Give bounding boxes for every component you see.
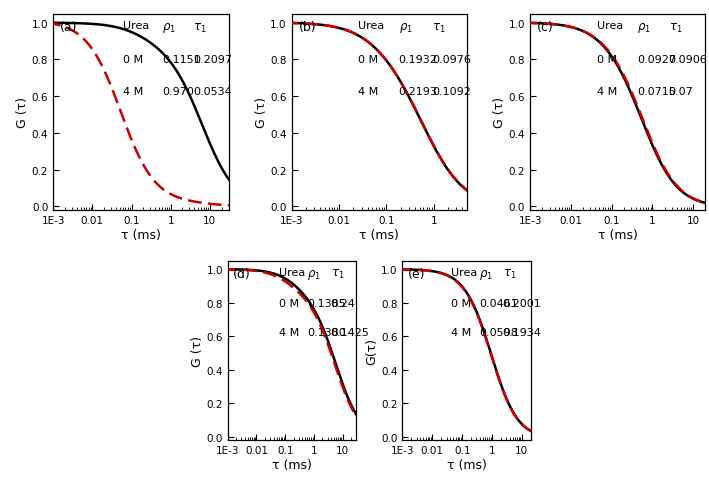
Text: 0 M: 0 M bbox=[279, 298, 299, 308]
Text: $\tau_1$: $\tau_1$ bbox=[194, 21, 207, 34]
Text: Urea: Urea bbox=[123, 21, 150, 31]
X-axis label: τ (ms): τ (ms) bbox=[359, 228, 399, 241]
Text: $\rho_1$: $\rho_1$ bbox=[162, 21, 176, 35]
Text: 4 M: 4 M bbox=[451, 328, 471, 338]
Text: $\rho_1$: $\rho_1$ bbox=[637, 21, 651, 35]
Text: Urea: Urea bbox=[451, 268, 477, 278]
Y-axis label: G (τ): G (τ) bbox=[191, 335, 203, 366]
Text: (d): (d) bbox=[233, 268, 251, 281]
Text: (b): (b) bbox=[298, 21, 316, 34]
Text: 0.970: 0.970 bbox=[162, 87, 194, 97]
Text: 0.0715: 0.0715 bbox=[637, 87, 676, 97]
Text: 0.07: 0.07 bbox=[669, 87, 693, 97]
Text: 0.0461: 0.0461 bbox=[479, 298, 518, 308]
X-axis label: τ (ms): τ (ms) bbox=[121, 228, 161, 241]
Text: 0 M: 0 M bbox=[358, 55, 379, 65]
Text: Urea: Urea bbox=[597, 21, 623, 31]
Text: (a): (a) bbox=[60, 21, 78, 34]
Text: 0.2193: 0.2193 bbox=[398, 87, 437, 97]
Text: $\tau_1$: $\tau_1$ bbox=[432, 21, 445, 34]
Text: 0.0534: 0.0534 bbox=[194, 87, 233, 97]
Text: (e): (e) bbox=[408, 268, 425, 281]
X-axis label: τ (ms): τ (ms) bbox=[598, 228, 637, 241]
Text: 0.0598: 0.0598 bbox=[479, 328, 518, 338]
Text: $\rho_1$: $\rho_1$ bbox=[308, 268, 321, 282]
X-axis label: τ (ms): τ (ms) bbox=[447, 458, 486, 471]
Text: 0.24: 0.24 bbox=[330, 298, 355, 308]
Text: 4 M: 4 M bbox=[597, 87, 617, 97]
Text: Urea: Urea bbox=[279, 268, 306, 278]
Text: 0.0927: 0.0927 bbox=[637, 55, 676, 65]
Text: (c): (c) bbox=[537, 21, 554, 34]
Text: Urea: Urea bbox=[358, 21, 384, 31]
Text: 0.2001: 0.2001 bbox=[503, 298, 542, 308]
Text: $\rho_1$: $\rho_1$ bbox=[398, 21, 413, 35]
Text: 0.1380: 0.1380 bbox=[308, 328, 346, 338]
Y-axis label: G (τ): G (τ) bbox=[16, 97, 29, 128]
Text: $\tau_1$: $\tau_1$ bbox=[330, 268, 344, 281]
Text: 0 M: 0 M bbox=[451, 298, 471, 308]
Text: 0.0906: 0.0906 bbox=[669, 55, 708, 65]
Text: 0.1934: 0.1934 bbox=[503, 328, 542, 338]
Text: 0.2097: 0.2097 bbox=[194, 55, 233, 65]
Text: 0 M: 0 M bbox=[597, 55, 617, 65]
Text: 0.1932: 0.1932 bbox=[398, 55, 437, 65]
Text: $\rho_1$: $\rho_1$ bbox=[479, 268, 493, 282]
Text: 4 M: 4 M bbox=[358, 87, 379, 97]
Y-axis label: G (τ): G (τ) bbox=[493, 97, 506, 128]
Text: 4 M: 4 M bbox=[123, 87, 143, 97]
X-axis label: τ (ms): τ (ms) bbox=[272, 458, 312, 471]
Text: 4 M: 4 M bbox=[279, 328, 299, 338]
Text: 0.1151: 0.1151 bbox=[162, 55, 201, 65]
Text: 0.0976: 0.0976 bbox=[432, 55, 471, 65]
Text: $\tau_1$: $\tau_1$ bbox=[669, 21, 682, 34]
Y-axis label: G (τ): G (τ) bbox=[255, 97, 267, 128]
Y-axis label: G(τ): G(τ) bbox=[365, 337, 379, 364]
Text: 0 M: 0 M bbox=[123, 55, 143, 65]
Text: 0.1385: 0.1385 bbox=[308, 298, 346, 308]
Text: 0.1092: 0.1092 bbox=[432, 87, 471, 97]
Text: 0.1425: 0.1425 bbox=[330, 328, 369, 338]
Text: $\tau_1$: $\tau_1$ bbox=[503, 268, 516, 281]
